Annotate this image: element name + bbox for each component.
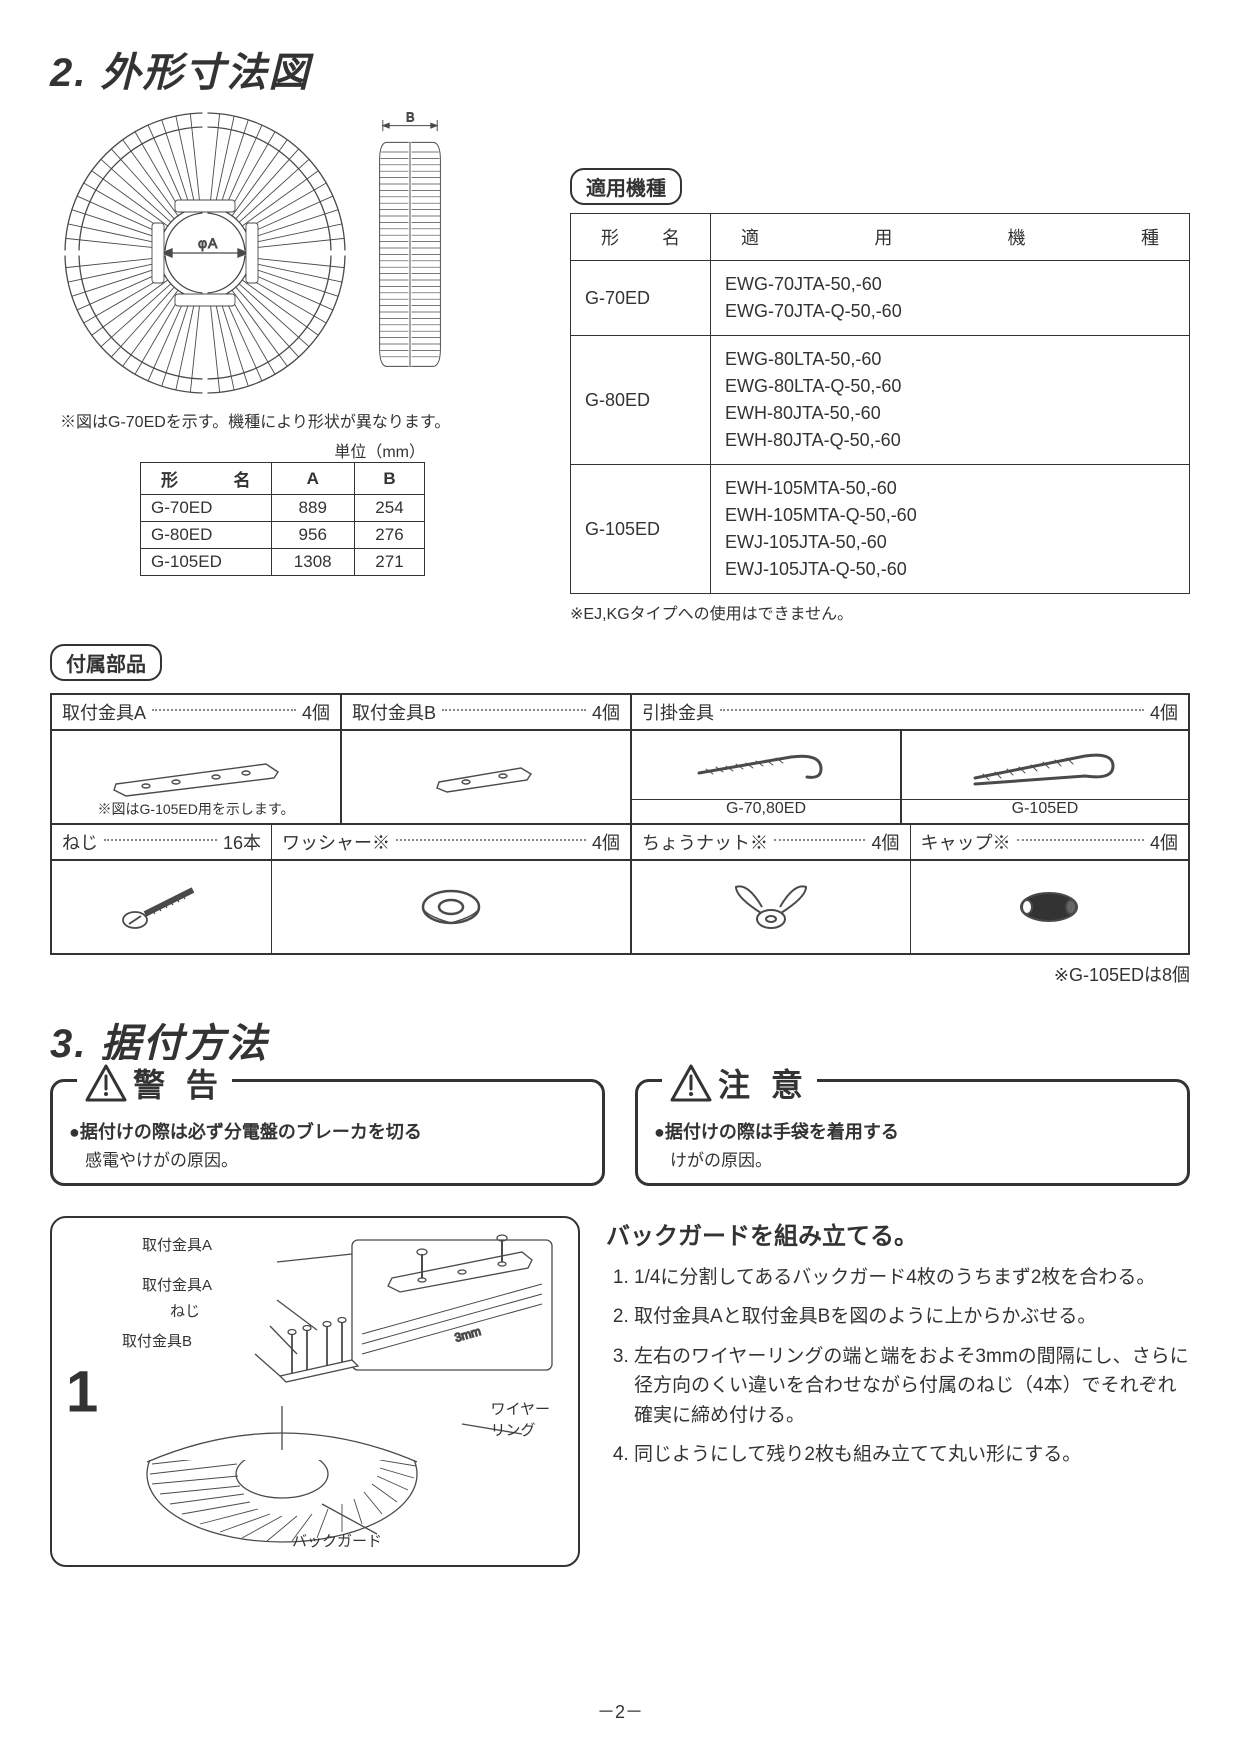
section-2: 2. 外形寸法図 <box>50 40 1190 624</box>
screw-icon <box>52 861 272 953</box>
callout-screw: ねじ <box>170 1300 200 1321</box>
diagram-note: ※図はG-70EDを示す。機種により形状が異なります。 <box>60 408 530 432</box>
washer-icon <box>272 861 630 953</box>
acc-head-cap: キャップ※4個 <box>911 825 1189 859</box>
acc-head-wingnut: ちょうナット※4個 <box>632 825 911 859</box>
callout-bracket-b: 取付金具B <box>122 1330 192 1351</box>
dimension-table: 形 名 A B G-70ED 889 254 G-80ED 956 276 G-… <box>140 462 425 576</box>
applicable-label: 適用機種 <box>570 168 682 205</box>
page-number: －2－ <box>0 1698 1240 1724</box>
svg-text:φ: φ <box>198 235 207 251</box>
table-row: G-105ED 1308 271 <box>141 549 425 576</box>
acc-head-washer: ワッシャー※4個 <box>272 825 630 859</box>
caution-icon <box>670 1064 712 1102</box>
acc-head-hook: 引掛金具4個 <box>631 694 1189 730</box>
accessories-note: ※G-105EDは8個 <box>50 961 1190 987</box>
wingnut-icon <box>632 861 911 953</box>
accessories-grid: 取付金具A4個 取付金具B4個 引掛金具4個 ※図はG-105ED用を示します。 <box>50 693 1190 955</box>
table-row: G-80ED 956 276 <box>141 522 425 549</box>
table-row: G-70ED 889 254 <box>141 495 425 522</box>
callout-wire: ワイヤー リング <box>490 1398 550 1440</box>
list-item: 取付金具Aと取付金具Bを図のように上からかぶせる。 <box>634 1302 1190 1331</box>
applicable-models-area: 適用機種 形 名 適 用 機 種 G-70ED EWG-70JTA-50,-60… <box>530 108 1190 624</box>
acc-head-b: 取付金具B4個 <box>341 694 631 730</box>
applicable-note: ※EJ,KGタイプへの使用はできません。 <box>570 600 1190 624</box>
callout-bracket-a2: 取付金具A <box>142 1274 212 1295</box>
cap-icon <box>911 861 1189 953</box>
bracket-b-icon <box>341 730 631 824</box>
hook-icon-right: G-105ED <box>901 730 1189 824</box>
dim-th-b: B <box>354 463 424 495</box>
front-view-diagram: φ A <box>60 108 350 398</box>
accessories-section: 付属部品 取付金具A4個 取付金具B4個 引掛金具4個 ※図はG-105ED用を… <box>50 644 1190 987</box>
dimension-diagram-area: φ A <box>50 108 530 624</box>
acc-head-a: 取付金具A4個 <box>51 694 341 730</box>
section-2-title: 2. 外形寸法図 <box>50 40 1190 98</box>
accessories-label: 付属部品 <box>50 644 162 681</box>
step-heading: バックガードを組み立てる。 <box>606 1216 1190 1251</box>
hook-icon-left: G-70,80ED <box>631 730 901 824</box>
table-row: G-70ED EWG-70JTA-50,-60 EWG-70JTA-Q-50,-… <box>571 261 1190 336</box>
warning-subtext: 感電やけがの原因。 <box>85 1146 586 1171</box>
callout-guard: バックガード <box>292 1530 382 1551</box>
table-row: G-105ED EWH-105MTA-50,-60 EWH-105MTA-Q-5… <box>571 465 1190 594</box>
callout-bracket-a1: 取付金具A <box>142 1234 212 1255</box>
list-item: 1/4に分割してあるバックガード4枚のうちまず2枚を合わる。 <box>634 1263 1190 1292</box>
applicable-table: 形 名 適 用 機 種 G-70ED EWG-70JTA-50,-60 EWG-… <box>570 213 1190 594</box>
list-item: 左右のワイヤーリングの端と端をおよそ3mmの間隔にし、さらに径方向のくい違いを合… <box>634 1342 1190 1430</box>
caution-box: 注 意 ●据付けの際は手袋を着用する けがの原因。 <box>635 1079 1190 1186</box>
warning-icon <box>85 1064 127 1102</box>
step-1-figure: 1 取付金具A 取付金具A ねじ 取付金具B ワイヤー リング バックガード <box>50 1216 580 1567</box>
dim-b-label: B <box>406 110 415 125</box>
section-3: 3. 据付方法 警 告 ●据付けの際は必ず分電盤のブレーカを切る 感電やけがの原… <box>50 1011 1190 1567</box>
warning-box: 警 告 ●据付けの際は必ず分電盤のブレーカを切る 感電やけがの原因。 <box>50 1079 605 1186</box>
dim-th-a: A <box>271 463 354 495</box>
dim-th-name: 形 名 <box>141 463 272 495</box>
step-list: 1/4に分割してあるバックガード4枚のうちまず2枚を合わる。 取付金具Aと取付金… <box>606 1263 1190 1470</box>
bracket-a-icon: ※図はG-105ED用を示します。 <box>51 730 341 824</box>
step-number: 1 <box>66 1358 98 1425</box>
caution-subtext: けがの原因。 <box>670 1146 1171 1171</box>
caution-text: ●据付けの際は手袋を着用する <box>654 1118 1171 1144</box>
warning-text: ●据付けの際は必ず分電盤のブレーカを切る <box>69 1118 586 1144</box>
unit-label: 単位（mm） <box>140 438 425 462</box>
step-1-text: バックガードを組み立てる。 1/4に分割してあるバックガード4枚のうちまず2枚を… <box>606 1216 1190 1567</box>
list-item: 同じようにして残り2枚も組み立てて丸い形にする。 <box>634 1440 1190 1469</box>
dim-a-label: A <box>208 235 218 251</box>
table-row: G-80ED EWG-80LTA-50,-60 EWG-80LTA-Q-50,-… <box>571 336 1190 465</box>
side-view-diagram: B <box>370 108 450 398</box>
